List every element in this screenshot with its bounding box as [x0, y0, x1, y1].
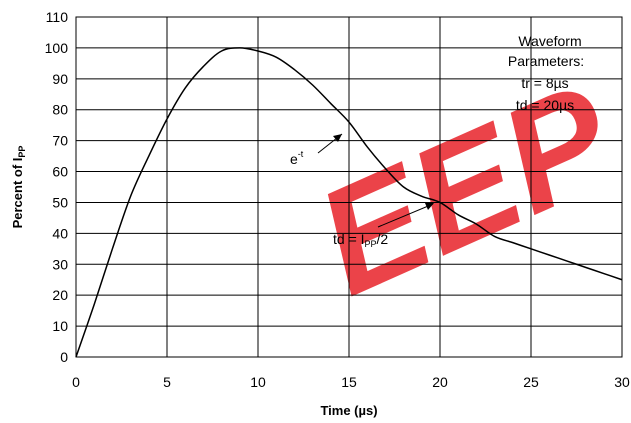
svg-text:EEP: EEP	[294, 51, 631, 327]
y-tick-label: 110	[46, 9, 69, 25]
y-tick-label: 60	[52, 164, 68, 180]
params-tr: tr = 8µs	[521, 75, 568, 91]
td-label: td = IPP/2	[333, 231, 388, 249]
y-tick-label: 90	[52, 71, 68, 87]
y-tick-label: 50	[52, 194, 68, 210]
y-tick-label: 30	[52, 256, 68, 272]
y-axis-title: Percent of IPP	[10, 146, 27, 229]
x-tick-label: 25	[523, 374, 539, 390]
y-tick-label: 10	[52, 318, 68, 334]
y-axis: 0 10 20 30 40 50 60 70 80 90 100 110	[45, 9, 69, 365]
x-axis-title: Time (µs)	[320, 403, 377, 418]
x-tick-label: 30	[614, 374, 630, 390]
y-tick-label: 100	[45, 40, 69, 56]
watermark-logo: EEP	[294, 51, 631, 327]
x-tick-label: 20	[432, 374, 448, 390]
x-tick-label: 0	[72, 374, 80, 390]
decay-label: e-t	[290, 149, 304, 167]
y-tick-label: 40	[52, 225, 68, 241]
params-td: td = 20µs	[516, 97, 574, 113]
y-tick-label: 80	[52, 102, 68, 118]
x-axis: 0 5 10 15 20 25 30	[72, 374, 630, 390]
x-tick-label: 15	[341, 374, 357, 390]
params-title-1: Waveform	[518, 33, 581, 49]
y-tick-label: 20	[52, 287, 68, 303]
x-tick-label: 5	[163, 374, 171, 390]
y-tick-label: 70	[52, 133, 68, 149]
y-tick-label: 0	[60, 349, 68, 365]
params-title-2: Parameters:	[508, 53, 584, 69]
x-tick-label: 10	[250, 374, 266, 390]
